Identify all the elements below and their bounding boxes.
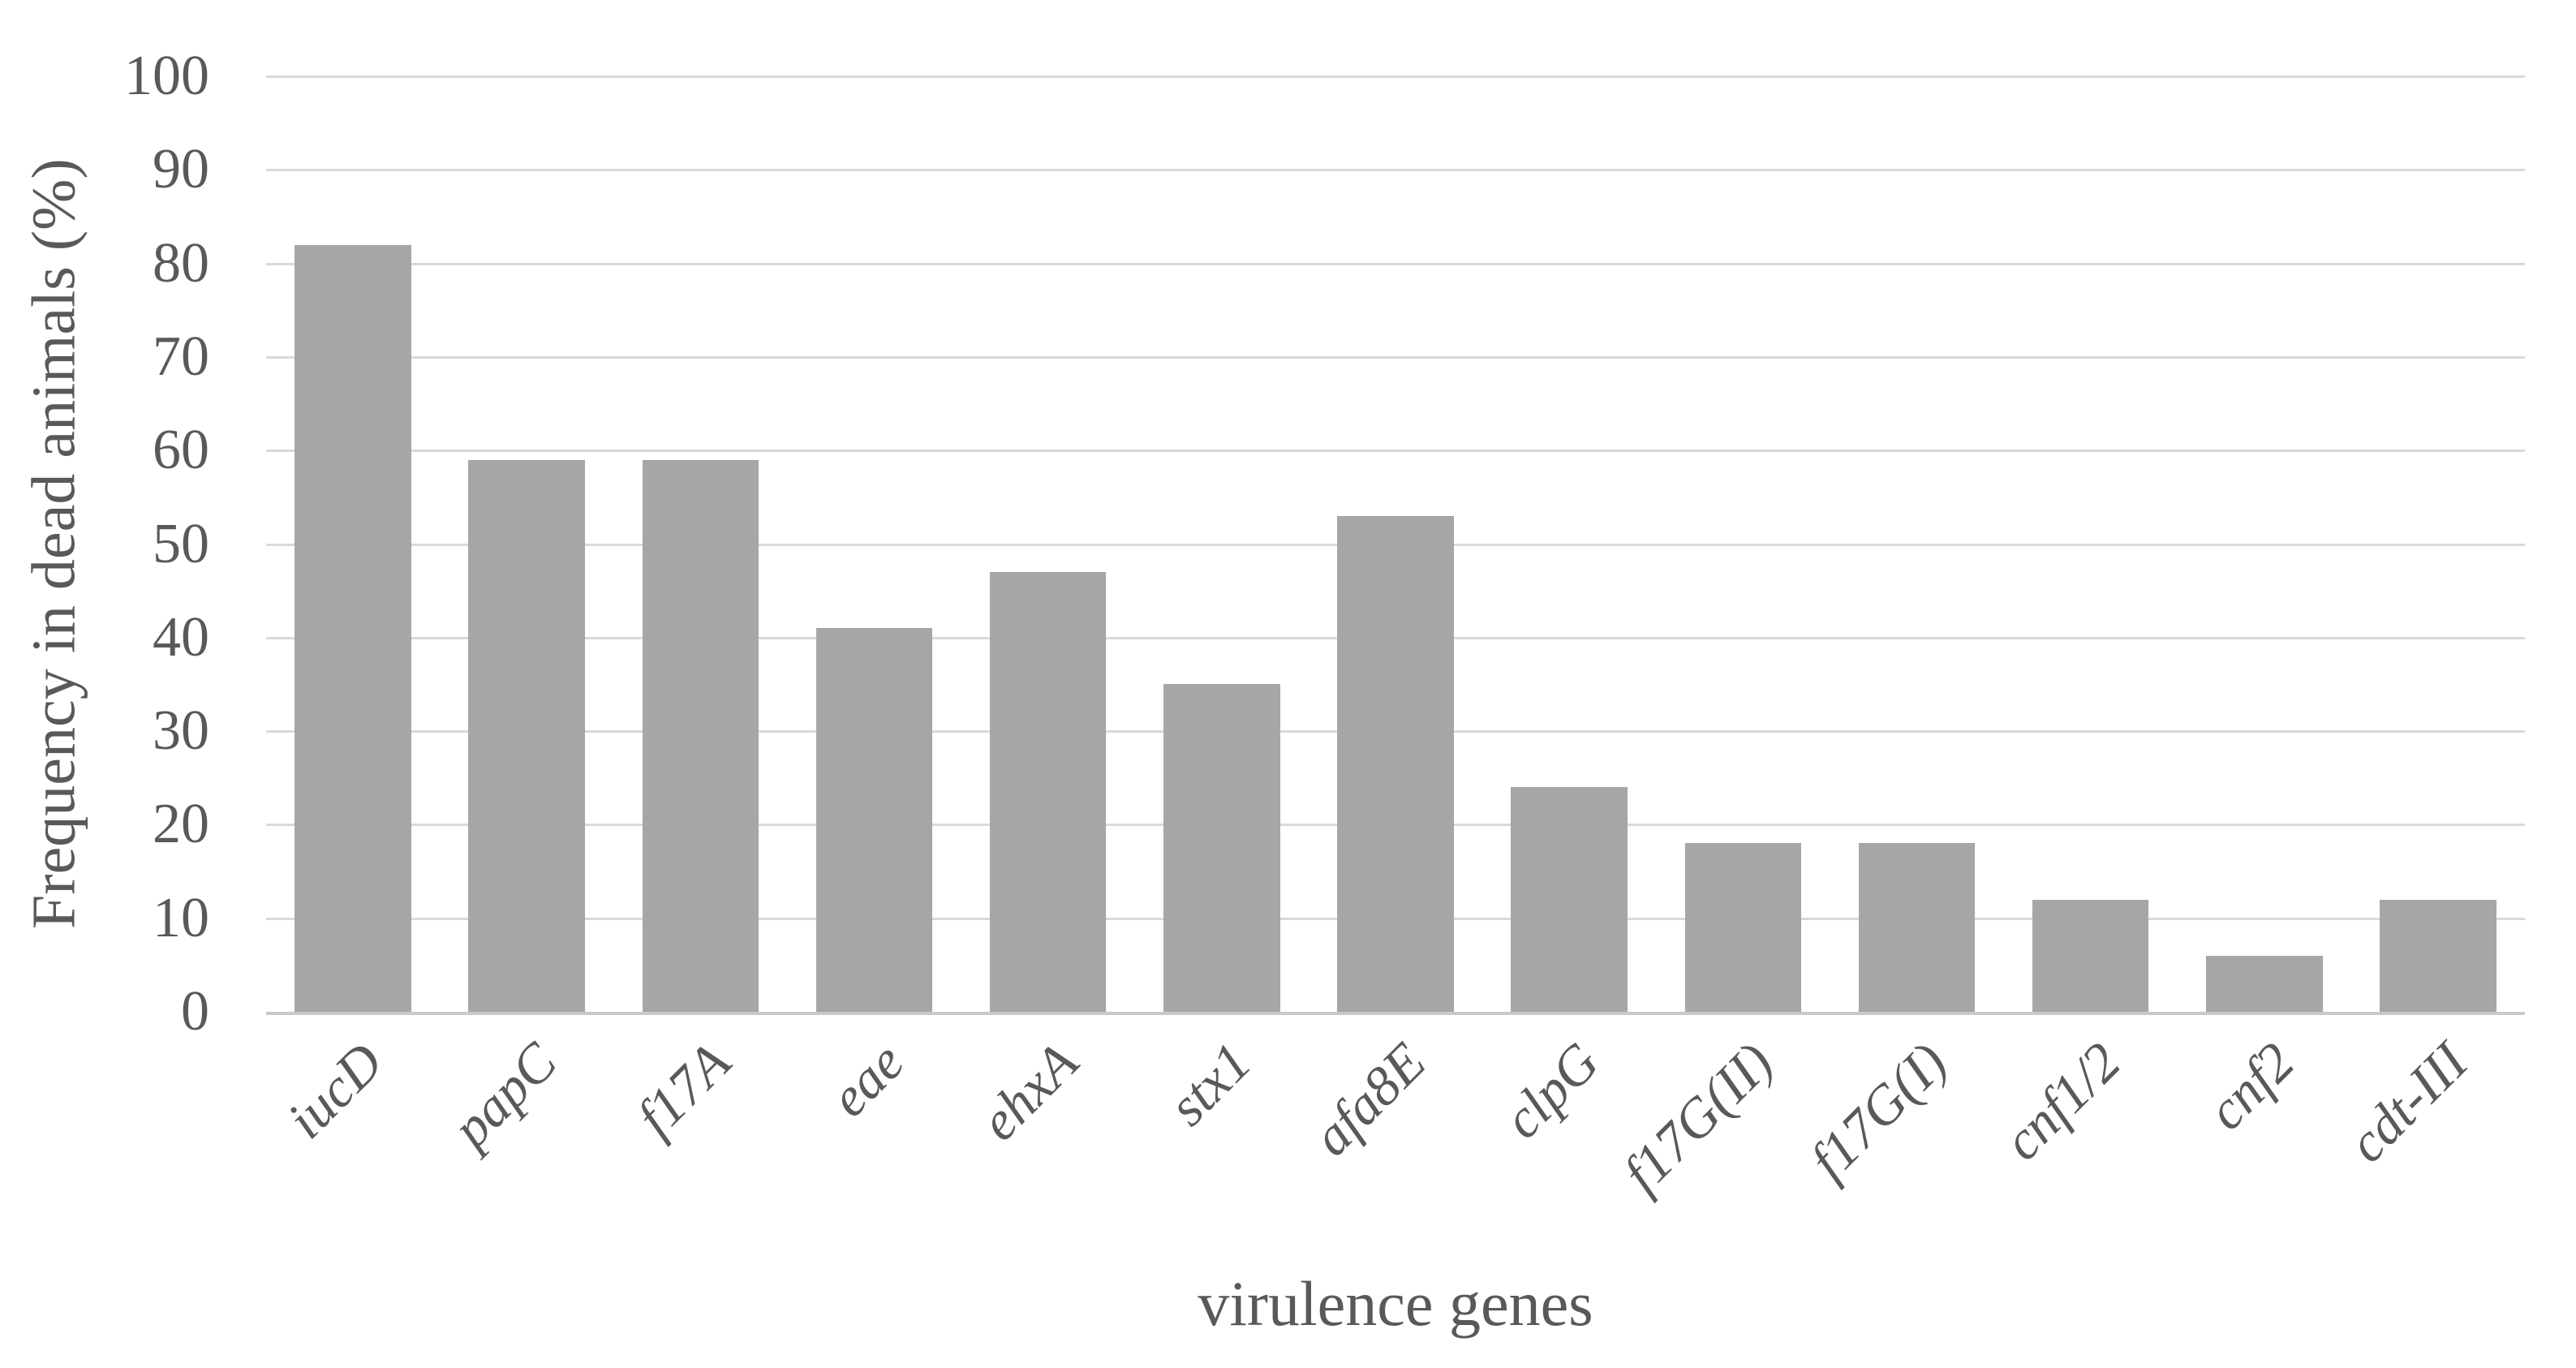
x-category-label: f17A [624,1030,742,1148]
x-category-label: papC [440,1030,569,1159]
bar-slot [1830,76,2003,1012]
bar-slot [1309,76,1482,1012]
bar-cnf1/2 [2032,899,2149,1012]
y-tick-label: 0 [181,980,209,1043]
y-tick-label: 60 [153,419,209,482]
x-category-label: afa8E [1300,1030,1437,1168]
bar-slot [2178,76,2351,1012]
y-tick-label: 80 [153,231,209,295]
bar-clpG [1511,787,1628,1012]
y-axis-tick-labels: 0 10 20 30 40 50 60 70 80 90 100 [0,47,209,1041]
bar-cdt-III [2380,899,2496,1012]
x-category-label: f17G(I) [1797,1030,1959,1192]
x-category-label: eae [817,1030,916,1129]
bar-slot [1482,76,1656,1012]
bar-slot [266,76,440,1012]
y-tick-label: 100 [124,45,209,107]
bar-f17G(I) [1858,843,1976,1012]
gridline [266,75,2525,78]
bar-eae [815,628,933,1012]
x-category-label: cnf2 [2195,1030,2306,1142]
x-category-label: ehxA [967,1030,1090,1153]
bar-slot [787,76,961,1012]
y-tick-label: 40 [153,605,209,669]
x-category-label: f17G(II) [1611,1030,1785,1205]
x-category-label: stx1 [1156,1030,1263,1138]
gridline [266,450,2525,453]
bar-f17G(II) [1684,843,1802,1012]
y-tick-label: 90 [153,138,209,201]
y-tick-label: 50 [153,512,209,575]
bar-slot [2004,76,2178,1012]
y-tick-label: 70 [153,325,209,388]
bar-f17A [642,459,759,1012]
plot-area [266,75,2525,1015]
bar-afa8E [1337,515,1454,1012]
bar-slot [961,76,1135,1012]
bar-papC [468,459,585,1012]
gridline [266,355,2525,359]
x-category-label: cdt-III [2336,1030,2479,1174]
x-category-label: clpG [1490,1030,1611,1151]
bar-slot [2351,76,2525,1012]
bar-slot [1135,76,1309,1012]
x-category-label: iucD [274,1030,394,1151]
bar-cnf2 [2206,955,2323,1012]
gridline [266,262,2525,265]
x-category-label: cnf1/2 [1990,1030,2132,1172]
x-axis-title: virulence genes [1198,1268,1593,1339]
bar-ehxA [989,572,1107,1012]
bar-series [266,76,2525,1012]
bar-slot [440,76,613,1012]
bar-slot [613,76,787,1012]
gridline [266,169,2525,172]
bar-iucD [295,244,411,1012]
y-tick-label: 30 [153,699,209,763]
bar-slot [1656,76,1830,1012]
y-tick-label: 20 [153,793,209,856]
bar-stx1 [1163,684,1280,1012]
y-tick-label: 10 [153,886,209,949]
